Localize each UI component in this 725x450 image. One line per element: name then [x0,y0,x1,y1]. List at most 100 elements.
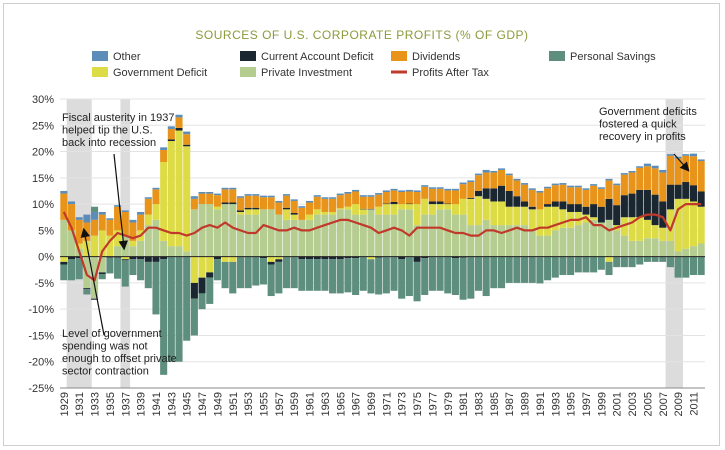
bar-personal-savings [175,256,183,362]
bar-other [75,217,83,220]
bar-private-investment [352,214,360,257]
y-tick-label: -5% [34,278,54,290]
bar-current-account-deficit [275,259,283,262]
bar-other [459,182,467,185]
bar-private-investment [451,214,459,257]
bar-current-account-deficit [421,256,429,259]
bar-personal-savings [636,256,644,265]
bar-government-deficit [344,206,352,210]
bar-private-investment [444,209,452,257]
bar-current-account-deficit [198,277,206,294]
bar-dividends [567,187,575,205]
bar-other [229,187,237,190]
bar-private-investment [244,214,252,257]
bar-other [67,201,76,205]
bar-private-investment [467,225,475,257]
bar-other [359,195,367,197]
bar-private-investment [367,209,375,257]
bar-personal-savings [198,293,206,310]
bar-personal-savings [528,256,536,283]
bar-other [528,188,536,190]
bar-dividends [282,195,291,208]
bar-dividends [144,198,152,215]
bar-other [144,197,152,199]
bar-personal-savings [551,256,559,278]
bar-government-deficit [467,198,475,226]
bar-other [421,185,429,187]
bar-current-account-deficit [643,189,651,220]
bar-dividends [290,200,298,214]
x-tick-label: 1931 [74,392,86,416]
bar-personal-savings [152,261,160,315]
bar-current-account-deficit [336,256,344,260]
bar-dividends [267,197,275,210]
bar-current-account-deficit [628,193,636,218]
bar-other [267,195,275,198]
bar-dividends [451,190,459,205]
bar-current-account-deficit [152,256,160,262]
bar-dividends [620,174,628,196]
bar-private-investment [259,209,268,257]
bar-current-account-deficit [206,272,214,278]
x-tick-label: 1955 [258,392,270,416]
bar-personal-savings [190,298,198,336]
bar-current-account-deficit [497,185,506,202]
bar-government-deficit [574,211,582,226]
bar-current-account-deficit [375,256,383,258]
bar-government-deficit [144,214,152,226]
bar-current-account-deficit [290,213,298,215]
bar-dividends [659,172,667,202]
bar-private-investment [513,225,521,257]
bar-other [183,131,191,135]
bar-private-investment [651,238,659,257]
bar-other [567,185,575,188]
bar-current-account-deficit [190,282,198,299]
bar-dividends [329,198,337,212]
annotation-line: recovery in profits [599,131,686,143]
chart: SOURCES OF U.S. CORPORATE PROFITS (% OF … [28,28,705,416]
bar-private-investment [60,219,68,257]
bar-private-investment [282,219,291,257]
bar-government-deficit [60,256,68,262]
bar-personal-savings [582,256,590,273]
bar-current-account-deficit [436,201,444,205]
bar-dividends [321,198,329,212]
bar-private-investment [559,227,567,257]
bar-dividends [75,219,83,244]
bar-dividends [213,195,221,207]
bar-personal-savings [267,264,275,297]
x-tick-label: 1989 [520,392,532,416]
bar-personal-savings [352,258,360,295]
bar-personal-savings [282,256,291,289]
x-tick-label: 1949 [212,392,224,416]
bar-personal-savings [390,256,398,291]
bar-government-deficit [321,211,329,215]
bar-other [282,194,291,196]
y-tick-label: 30% [32,94,54,106]
bar-other [513,178,521,181]
y-tick-label: -20% [28,357,54,369]
bar-private-investment [697,243,705,257]
bar-personal-savings [144,261,152,289]
bar-private-investment [413,225,421,257]
bar-personal-savings [382,256,390,294]
bar-personal-savings [167,256,175,362]
bar-government-deficit [528,209,536,231]
bar-dividends [444,190,452,204]
bar-current-account-deficit [398,256,406,260]
bar-other [682,154,690,156]
bar-private-investment [275,214,283,257]
y-tick-label: -10% [28,304,54,316]
x-tick-label: 1993 [550,392,562,416]
bar-private-investment [436,209,444,257]
bar-personal-savings [659,256,667,262]
x-tick-label: 1977 [427,392,439,416]
bar-government-deficit [674,198,682,252]
bar-dividends [106,219,114,236]
bar-current-account-deficit [75,256,83,259]
bar-dividends [190,198,198,210]
bar-dividends [544,188,552,205]
bar-current-account-deficit [682,182,690,199]
bar-current-account-deficit [313,256,321,260]
bar-private-investment [321,214,329,257]
